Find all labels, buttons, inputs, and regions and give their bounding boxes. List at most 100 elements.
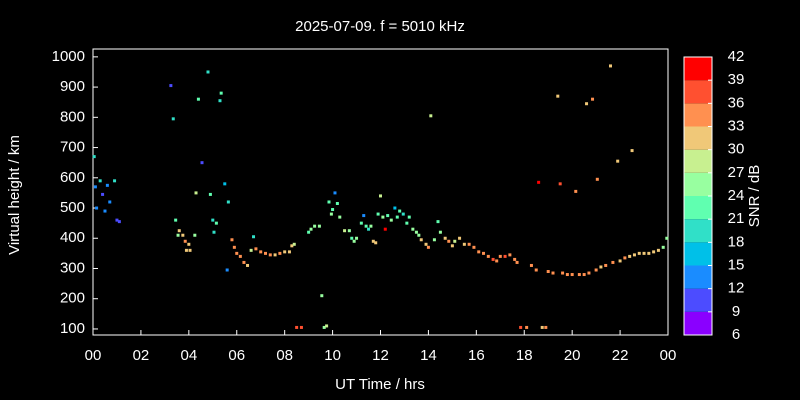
y-axis-label: Virtual height / km xyxy=(6,135,23,255)
colorbar-tick-label: 42 xyxy=(728,48,745,65)
data-point xyxy=(219,91,223,95)
colorbar-band xyxy=(684,57,712,81)
data-point xyxy=(529,263,533,267)
data-point xyxy=(393,206,397,210)
data-point xyxy=(169,84,173,88)
data-point xyxy=(268,253,272,257)
y-tick-label: 900 xyxy=(60,78,85,95)
data-point xyxy=(630,149,634,153)
data-point xyxy=(95,206,99,210)
data-point xyxy=(208,192,212,196)
data-point xyxy=(352,239,356,243)
data-point xyxy=(513,257,517,261)
data-point xyxy=(656,248,660,252)
data-point xyxy=(609,64,612,68)
data-point xyxy=(174,218,178,222)
data-point xyxy=(103,209,107,213)
data-point xyxy=(327,200,331,204)
data-point xyxy=(383,227,387,231)
data-point xyxy=(309,227,313,231)
x-tick-label: 22 xyxy=(612,347,629,364)
y-tick-label: 500 xyxy=(60,199,85,216)
colorbar-tick-label: 33 xyxy=(728,117,745,134)
data-point xyxy=(230,238,234,242)
data-point xyxy=(108,200,112,204)
data-point xyxy=(359,221,363,225)
data-point xyxy=(194,191,198,195)
data-point xyxy=(177,229,181,233)
data-point xyxy=(273,253,277,257)
data-point xyxy=(424,242,428,246)
data-point xyxy=(585,102,589,106)
data-point xyxy=(453,239,457,243)
x-tick-label: 02 xyxy=(133,347,150,364)
data-point xyxy=(93,185,97,189)
y-tick-label: 600 xyxy=(60,169,85,186)
data-point xyxy=(183,239,187,243)
data-point xyxy=(665,236,669,240)
colorbar-tick-label: 21 xyxy=(728,210,745,227)
data-point xyxy=(561,271,565,275)
data-point xyxy=(546,270,550,274)
colorbar-band xyxy=(684,242,712,266)
colorbar-band xyxy=(684,311,712,335)
data-point xyxy=(355,236,359,240)
data-point xyxy=(379,194,382,198)
colorbar-tick-label: 18 xyxy=(728,233,745,250)
data-point xyxy=(362,214,366,218)
colorbar-band xyxy=(684,288,712,312)
data-point xyxy=(331,208,335,212)
data-point xyxy=(477,250,481,254)
data-point xyxy=(325,324,329,328)
data-point xyxy=(450,244,454,248)
data-point xyxy=(652,250,656,254)
colorbar-tick-label: 39 xyxy=(728,71,745,88)
colorbar-band xyxy=(684,172,712,196)
data-point xyxy=(335,201,339,205)
data-point xyxy=(225,268,229,272)
colorbar-tick-label: 12 xyxy=(728,280,745,297)
y-tick-label: 1000 xyxy=(52,48,85,65)
data-point xyxy=(637,251,641,255)
data-point xyxy=(438,230,442,234)
data-point xyxy=(196,97,200,101)
data-point xyxy=(259,250,263,254)
data-point xyxy=(389,218,393,222)
x-tick-label: 08 xyxy=(276,347,293,364)
data-point xyxy=(565,273,569,277)
data-point xyxy=(570,273,574,277)
data-point xyxy=(117,220,121,224)
data-point xyxy=(264,251,267,255)
data-point xyxy=(482,251,486,255)
data-point xyxy=(188,248,192,252)
data-point xyxy=(249,248,253,252)
data-point xyxy=(436,220,440,224)
data-point xyxy=(105,183,109,187)
data-point xyxy=(347,229,351,233)
data-point xyxy=(599,265,603,269)
data-point xyxy=(254,247,258,251)
data-point xyxy=(113,179,117,183)
data-point xyxy=(401,212,405,216)
data-point xyxy=(329,212,333,216)
data-point xyxy=(540,325,544,329)
data-point xyxy=(447,239,451,243)
data-point xyxy=(519,325,523,329)
data-point xyxy=(414,230,418,234)
colorbar-tick-label: 27 xyxy=(728,164,745,181)
data-point xyxy=(503,254,507,258)
data-point xyxy=(290,244,294,248)
colorbar-tick-label: 6 xyxy=(732,326,740,343)
data-point xyxy=(618,259,622,263)
data-point xyxy=(350,236,354,240)
data-point xyxy=(317,224,321,228)
y-tick-label: 800 xyxy=(60,108,85,125)
data-point xyxy=(642,251,646,255)
data-point xyxy=(611,260,615,264)
data-point xyxy=(171,117,175,121)
y-tick-label: 400 xyxy=(60,229,85,246)
data-point xyxy=(283,250,287,254)
data-point xyxy=(246,263,250,267)
colorbar-band xyxy=(684,196,712,220)
